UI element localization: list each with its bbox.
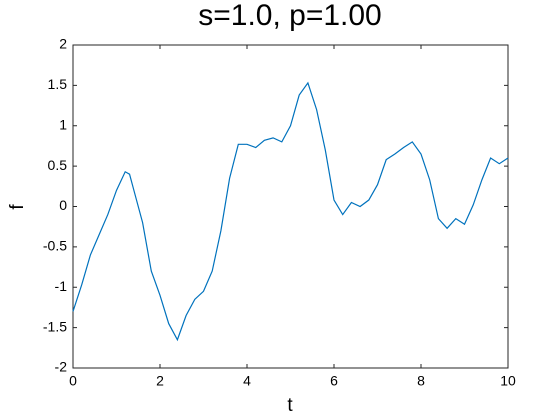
y-tick-label: 0.5	[48, 157, 68, 173]
x-axis-label: t	[287, 395, 293, 416]
data-line	[72, 81, 509, 342]
y-tick-label: 1.5	[48, 76, 68, 92]
x-tick-label: 2	[156, 373, 164, 389]
x-tick-label: 10	[500, 373, 516, 389]
y-tick-label: -2	[55, 359, 68, 375]
y-tick-label: -1.5	[43, 318, 67, 334]
chart-title: s=1.0, p=1.00	[198, 0, 382, 32]
x-tick-label: 6	[330, 373, 338, 389]
x-tick-label: 0	[69, 373, 77, 389]
y-tick-label: -1	[55, 278, 68, 294]
x-tick-label: 4	[243, 373, 251, 389]
x-tick-label: 8	[417, 373, 425, 389]
y-axis-label: f	[7, 204, 28, 210]
y-tick-label: 1	[59, 116, 67, 132]
y-tick-label: -0.5	[43, 238, 67, 254]
y-tick-label: 0	[59, 197, 67, 213]
y-tick-label: 2	[59, 36, 67, 52]
